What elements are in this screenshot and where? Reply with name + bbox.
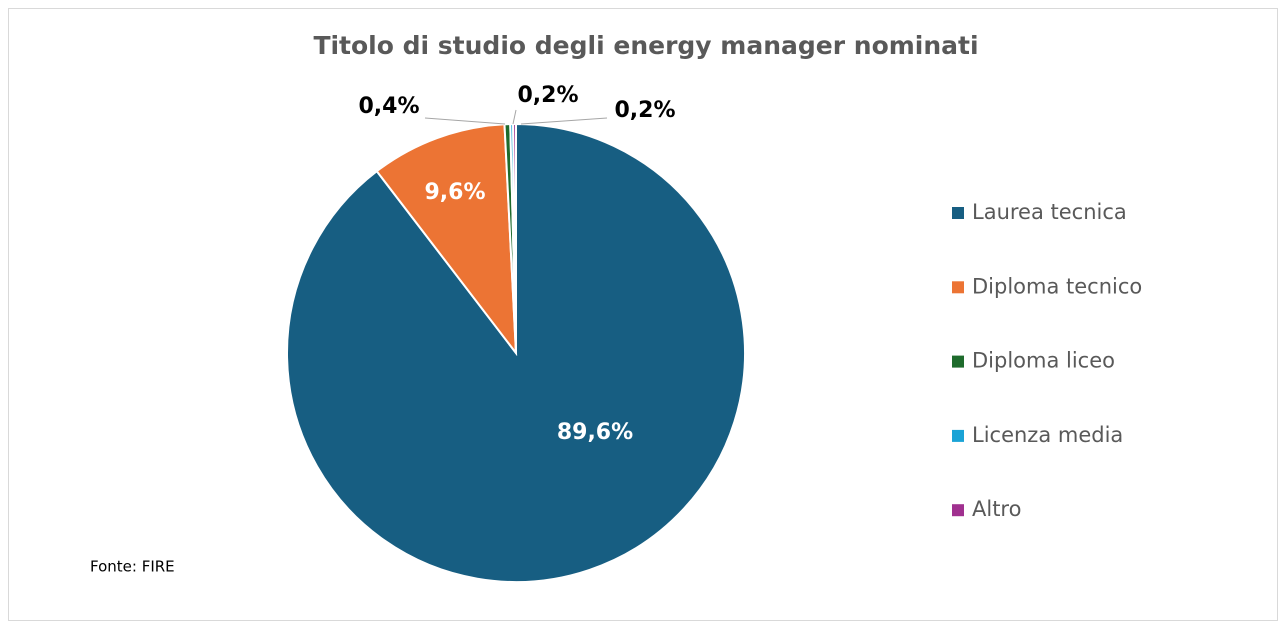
source-note: Fonte: FIRE bbox=[90, 558, 175, 576]
legend-swatch bbox=[952, 429, 964, 442]
legend-swatch bbox=[952, 504, 964, 517]
data-label: 89,6% bbox=[557, 420, 633, 445]
legend-label: Laurea tecnica bbox=[972, 200, 1127, 224]
leader-line bbox=[512, 109, 517, 125]
legend-swatch bbox=[952, 355, 964, 368]
pie-slice bbox=[375, 123, 518, 357]
leader-line bbox=[424, 117, 506, 125]
legend-label: Diploma liceo bbox=[972, 349, 1115, 373]
legend-swatch bbox=[952, 207, 964, 219]
leader-line bbox=[520, 117, 608, 125]
data-label: 0,4% bbox=[358, 94, 419, 119]
data-label: 0,2% bbox=[517, 83, 578, 108]
legend-swatch bbox=[952, 281, 964, 294]
legend-label: Licenza media bbox=[972, 423, 1123, 447]
data-label: 9,6% bbox=[424, 180, 485, 205]
pie-slice bbox=[286, 122, 746, 583]
legend-label: Altro bbox=[972, 497, 1021, 521]
chart-title: Titolo di studio degli energy manager no… bbox=[313, 31, 978, 60]
legend-label: Diploma tecnico bbox=[972, 274, 1142, 298]
data-label: 0,2% bbox=[614, 98, 675, 123]
